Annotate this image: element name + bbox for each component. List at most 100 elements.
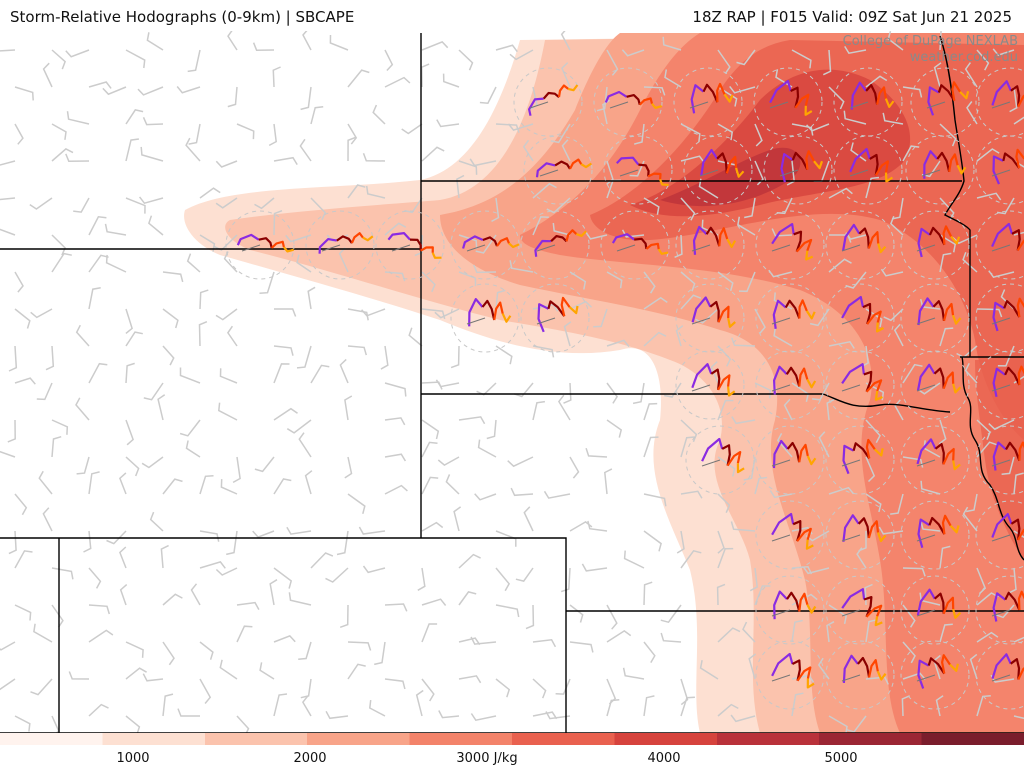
hodograph-trace	[793, 230, 803, 252]
hodograph-trace	[991, 512, 1013, 538]
wind-barb	[1009, 86, 1018, 113]
storm-motion-vector	[616, 244, 636, 252]
wind-barb	[254, 197, 275, 210]
wind-barb	[730, 521, 756, 532]
wind-barb	[358, 526, 386, 535]
wind-barb	[453, 506, 462, 532]
wind-barb	[414, 234, 423, 257]
wind-barb	[273, 209, 283, 236]
hodograph-trace	[1003, 300, 1021, 318]
wind-barb	[14, 550, 33, 569]
hodograph-trace	[567, 84, 579, 92]
hodograph-trace	[841, 363, 865, 385]
wind-barb	[177, 708, 200, 717]
hodograph-trace	[493, 301, 504, 321]
wind-barb	[643, 402, 658, 421]
hodograph-trace	[842, 223, 861, 251]
wind-barb	[347, 123, 358, 145]
storm-motion-vector	[849, 101, 869, 109]
sbcape-shading	[184, 33, 1024, 733]
wind-barb	[555, 678, 571, 695]
wind-barb	[185, 137, 201, 162]
storm-motion-vector	[701, 459, 721, 467]
wind-barb	[643, 581, 653, 606]
storm-motion-vector	[916, 674, 936, 682]
hodograph-trace	[236, 233, 260, 246]
wind-barb	[920, 521, 941, 532]
wind-barb	[675, 325, 684, 347]
wind-barb	[269, 579, 278, 606]
storm-motion-vector	[991, 674, 1011, 682]
wind-barb	[273, 478, 292, 495]
wind-barb	[226, 325, 238, 347]
wind-barb	[976, 695, 991, 717]
wind-barb	[157, 394, 166, 421]
wind-barb	[458, 553, 481, 569]
wind-barb	[532, 678, 547, 699]
wind-barb	[743, 456, 756, 481]
wind-barb	[730, 714, 756, 723]
wind-barb	[365, 185, 386, 199]
wind-barb	[374, 641, 386, 666]
hodograph-trace	[952, 608, 962, 619]
hodograph-trace	[916, 363, 936, 391]
hodograph-ring	[975, 67, 1024, 137]
hodograph-ring	[675, 350, 745, 420]
hodograph-ring	[825, 500, 895, 570]
wind-barb	[561, 139, 571, 162]
wind-barb	[525, 604, 535, 630]
hodograph-ring	[685, 425, 755, 495]
wind-barb	[162, 308, 179, 329]
hodograph-trace	[726, 451, 742, 467]
hodograph-ring	[755, 283, 825, 353]
hodograph-trace	[865, 83, 879, 105]
storm-motion-vector	[699, 169, 719, 177]
wind-barb	[404, 197, 423, 214]
hodograph-trace	[937, 84, 956, 102]
hodograph-trace	[862, 302, 872, 325]
wind-barb	[421, 598, 447, 606]
storm-motion-vector	[916, 244, 936, 252]
wind-barb	[843, 110, 867, 125]
wind-barb	[606, 49, 619, 76]
hodograph-ring	[900, 283, 970, 353]
wind-barb	[791, 593, 818, 606]
wind-barb	[33, 623, 53, 643]
wind-barb	[417, 567, 426, 591]
wind-barb	[939, 31, 942, 51]
hodograph-trace	[932, 300, 946, 321]
hodograph-trace	[796, 666, 812, 682]
wind-barb	[754, 382, 772, 399]
hodograph-trace	[626, 93, 641, 105]
wind-barb	[476, 382, 497, 396]
hodograph-trace	[940, 654, 951, 674]
wind-barb	[748, 653, 757, 680]
wind-barb	[737, 216, 756, 236]
wind-barb	[717, 271, 734, 291]
hodograph-trace	[841, 295, 865, 319]
wind-barb	[643, 695, 655, 717]
wind-barb	[273, 635, 296, 643]
wind-barb	[791, 49, 812, 69]
wind-barb	[437, 456, 460, 467]
wind-barb	[754, 123, 763, 147]
wind-barb	[236, 625, 253, 643]
wind-barb	[717, 399, 734, 421]
wind-barb	[660, 604, 682, 624]
storm-motion-vector	[991, 169, 1011, 177]
wind-barb	[680, 271, 696, 292]
wind-barb	[220, 479, 238, 495]
wind-barb	[14, 86, 34, 101]
wind-barb	[106, 530, 127, 545]
wind-barb	[581, 563, 608, 572]
hodograph-ring	[975, 135, 1024, 205]
storm-motion-vector	[771, 609, 791, 617]
hodograph-ring	[900, 500, 970, 570]
wind-barb	[902, 145, 920, 162]
storm-motion-vector	[991, 384, 1011, 392]
wind-barb	[143, 382, 164, 401]
hodograph-trace	[1017, 667, 1024, 680]
hodograph-trace	[639, 97, 654, 106]
wind-barb	[891, 197, 904, 220]
hodograph-trace	[941, 514, 952, 535]
